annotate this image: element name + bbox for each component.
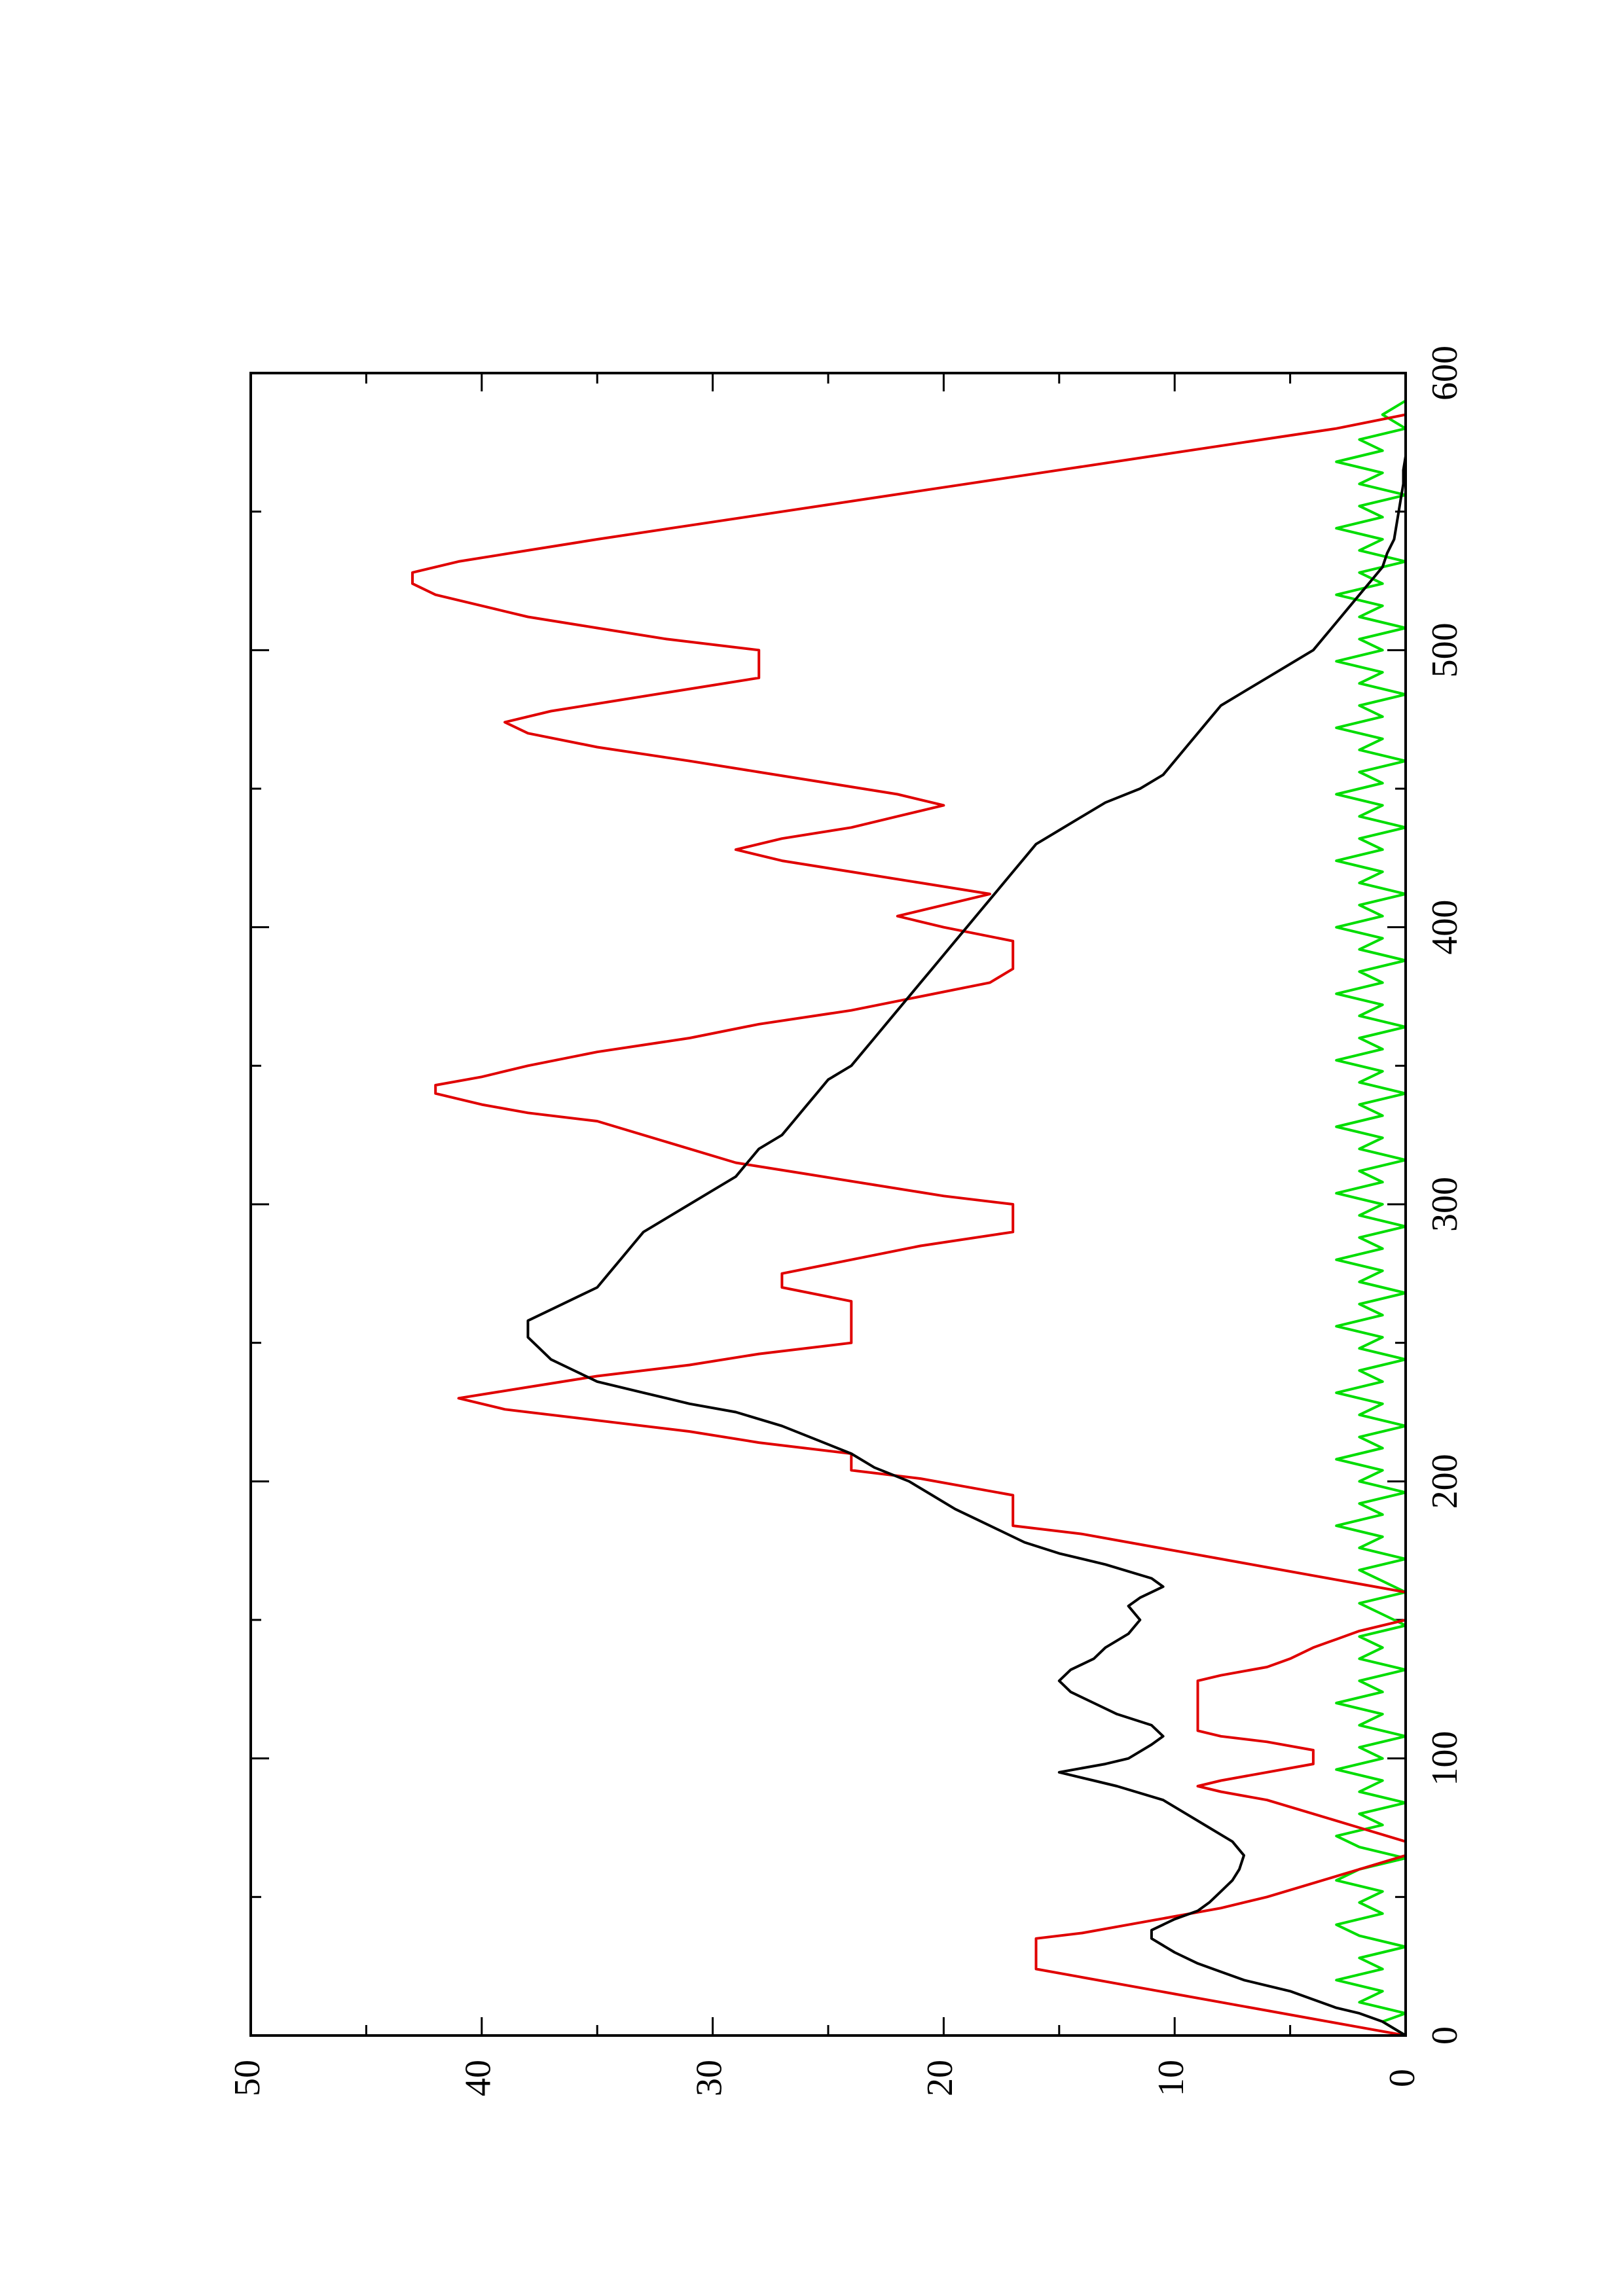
series-line-2 — [411, 413, 1407, 2037]
y-tick-label: 40 — [458, 2060, 499, 2096]
y-tick-label: 50 — [227, 2060, 268, 2096]
plot-frame — [249, 372, 1407, 2037]
major-ticks — [249, 372, 1407, 2037]
x-tick-label: 0 — [1425, 2026, 1465, 2045]
y-tick-label: 20 — [920, 2060, 960, 2096]
series-layer — [411, 399, 1407, 2037]
x-tick-label: 300 — [1425, 1177, 1465, 1232]
y-axis-tick-labels: 0 10 20 30 40 50 — [227, 2060, 1423, 2096]
y-tick-label: 30 — [689, 2060, 729, 2096]
x-tick-label: 100 — [1425, 1731, 1465, 1786]
y-tick-label: 0 — [1382, 2069, 1423, 2087]
x-tick-label: 400 — [1425, 900, 1465, 955]
minor-ticks — [251, 373, 1406, 2036]
x-tick-label: 600 — [1425, 346, 1465, 401]
x-tick-label: 500 — [1425, 622, 1465, 677]
x-tick-label: 200 — [1425, 1454, 1465, 1509]
y-tick-label: 10 — [1151, 2060, 1192, 2096]
series-line-1 — [526, 414, 1407, 2037]
series-line-3 — [1335, 399, 1407, 2037]
x-axis-tick-labels: 0 100 200 300 400 500 600 — [1425, 346, 1465, 2045]
